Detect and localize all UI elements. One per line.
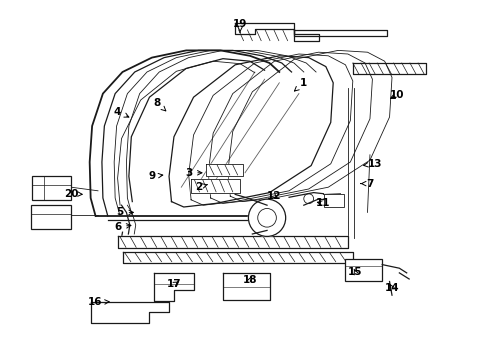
Text: 19: 19 <box>233 19 247 32</box>
Polygon shape <box>154 273 194 301</box>
Text: 14: 14 <box>385 283 399 293</box>
Text: 2: 2 <box>195 182 208 192</box>
FancyBboxPatch shape <box>345 259 382 281</box>
Polygon shape <box>122 252 353 263</box>
FancyBboxPatch shape <box>31 205 71 229</box>
Text: 13: 13 <box>364 159 382 169</box>
Polygon shape <box>223 273 270 300</box>
Text: 1: 1 <box>294 78 307 91</box>
Text: 5: 5 <box>117 207 133 217</box>
Text: 20: 20 <box>64 189 82 199</box>
Text: 3: 3 <box>185 168 202 178</box>
Text: 17: 17 <box>167 279 181 289</box>
Text: 18: 18 <box>243 275 257 285</box>
Polygon shape <box>294 30 387 36</box>
Circle shape <box>248 199 286 237</box>
Text: 16: 16 <box>88 297 109 307</box>
Polygon shape <box>353 63 426 74</box>
Polygon shape <box>91 302 169 323</box>
Polygon shape <box>191 179 240 193</box>
Text: 15: 15 <box>348 267 363 277</box>
Text: 12: 12 <box>267 191 282 201</box>
Polygon shape <box>118 236 348 248</box>
Text: 7: 7 <box>361 179 374 189</box>
Polygon shape <box>235 23 318 41</box>
FancyBboxPatch shape <box>32 176 71 200</box>
Text: 9: 9 <box>148 171 163 181</box>
Text: 10: 10 <box>390 90 404 100</box>
Text: 11: 11 <box>316 198 331 208</box>
Polygon shape <box>206 164 243 176</box>
Text: 6: 6 <box>114 222 131 232</box>
Text: 8: 8 <box>153 98 166 111</box>
Text: 4: 4 <box>114 107 129 117</box>
FancyBboxPatch shape <box>324 194 344 207</box>
